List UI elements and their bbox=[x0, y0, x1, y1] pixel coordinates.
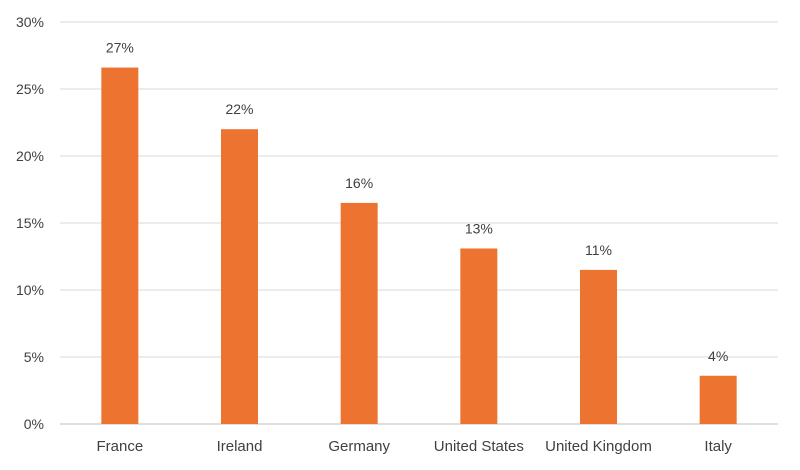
data-label: 13% bbox=[465, 220, 493, 236]
y-tick-label: 30% bbox=[16, 14, 44, 30]
data-label: 22% bbox=[225, 101, 253, 117]
y-tick-label: 25% bbox=[16, 81, 44, 97]
category-label: Italy bbox=[704, 438, 732, 455]
x-axis-categories: France Ireland Germany United States United … bbox=[96, 438, 732, 455]
y-tick-label: 15% bbox=[16, 215, 44, 231]
gridlines bbox=[60, 21, 778, 425]
category-label: United States bbox=[434, 438, 524, 455]
bar-italy bbox=[699, 375, 737, 424]
data-labels: 27% 22% 16% 13% 11% 4% bbox=[106, 40, 728, 364]
category-label: United Kingdom bbox=[545, 438, 652, 455]
data-label: 16% bbox=[345, 175, 373, 191]
y-tick-label: 5% bbox=[24, 349, 44, 365]
category-label: Germany bbox=[328, 438, 390, 455]
data-label: 4% bbox=[708, 348, 728, 364]
bar-ireland bbox=[221, 129, 258, 424]
data-label: 11% bbox=[585, 242, 612, 258]
bar-germany bbox=[340, 202, 378, 424]
y-tick-label: 20% bbox=[16, 148, 44, 164]
data-label: 27% bbox=[106, 40, 134, 56]
bar-united-states bbox=[460, 248, 498, 424]
bar-france bbox=[101, 67, 139, 424]
category-label: France bbox=[96, 438, 143, 455]
y-axis-ticks: 0% 5% 10% 15% 20% 25% 30% bbox=[16, 14, 44, 432]
y-tick-label: 10% bbox=[16, 282, 44, 298]
y-tick-label: 0% bbox=[24, 416, 44, 432]
bars bbox=[101, 67, 737, 424]
bar-united-kingdom bbox=[580, 269, 617, 424]
category-label: Ireland bbox=[217, 438, 263, 455]
